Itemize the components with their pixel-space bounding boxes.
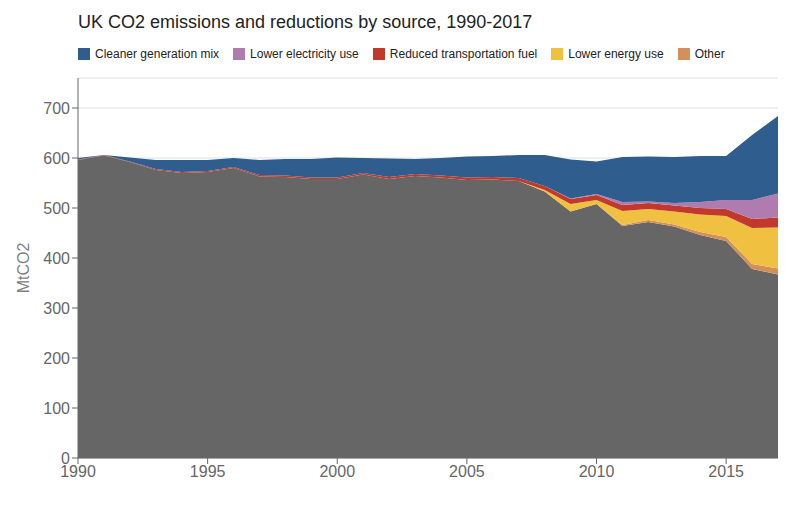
html-text:Lower electricity use: Lower electricity use xyxy=(250,47,359,61)
html-text:Cleaner generation mix: Cleaner generation mix xyxy=(95,47,220,61)
svg-text:2000: 2000 xyxy=(319,463,355,480)
svg-text:2005: 2005 xyxy=(449,463,485,480)
svg-text:200: 200 xyxy=(43,350,70,367)
svg-text:300: 300 xyxy=(43,300,70,317)
svg-text:700: 700 xyxy=(43,100,70,117)
svg-text:0: 0 xyxy=(61,450,70,467)
html-text:UK CO2 emissions and reduction: UK CO2 emissions and reductions by sourc… xyxy=(78,12,533,32)
svg-text:MtCO2: MtCO2 xyxy=(15,243,32,294)
svg-text:500: 500 xyxy=(43,200,70,217)
svg-text:100: 100 xyxy=(43,400,70,417)
svg-text:1995: 1995 xyxy=(190,463,226,480)
html-text:Other: Other xyxy=(694,47,725,61)
svg-text:2010: 2010 xyxy=(579,463,615,480)
svg-text:600: 600 xyxy=(43,150,70,167)
html-text:Lower energy use: Lower energy use xyxy=(568,47,664,61)
html-text:Reduced transportation fuel: Reduced transportation fuel xyxy=(389,47,538,61)
svg-text:1990: 1990 xyxy=(60,463,96,481)
svg-text:400: 400 xyxy=(43,250,70,267)
svg-text:2015: 2015 xyxy=(708,463,744,480)
